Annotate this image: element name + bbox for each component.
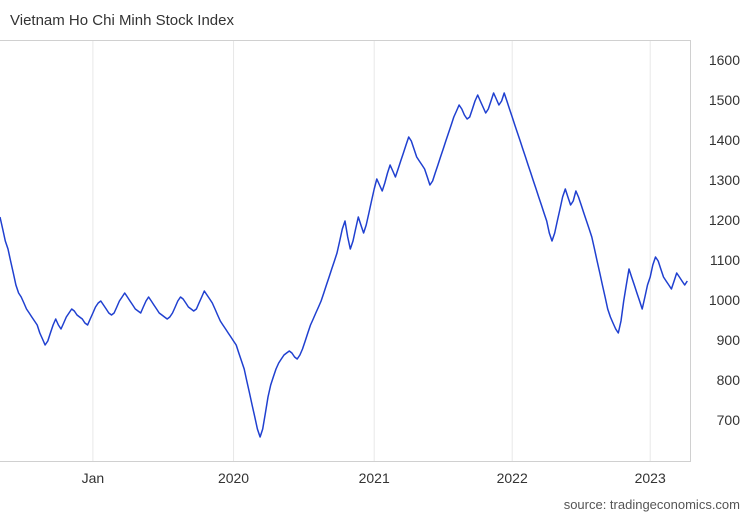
y-tick-label: 1600 [709, 52, 740, 68]
chart-title: Vietnam Ho Chi Minh Stock Index [10, 12, 234, 29]
y-tick-label: 1200 [709, 212, 740, 228]
y-tick-label: 1500 [709, 92, 740, 108]
plot-area [0, 40, 691, 462]
chart-svg [0, 41, 690, 461]
y-tick-label: 800 [717, 372, 740, 388]
x-tick-label: 2020 [218, 470, 249, 486]
y-tick-label: 1400 [709, 132, 740, 148]
x-tick-label: 2021 [359, 470, 390, 486]
source-label: source: tradingeconomics.com [564, 497, 740, 512]
y-tick-label: 1300 [709, 172, 740, 188]
x-tick-label: 2022 [497, 470, 528, 486]
x-tick-label: 2023 [635, 470, 666, 486]
series-line [0, 93, 687, 437]
y-tick-label: 1000 [709, 292, 740, 308]
y-tick-label: 700 [717, 412, 740, 428]
x-tick-label: Jan [82, 470, 105, 486]
y-tick-label: 900 [717, 332, 740, 348]
y-tick-label: 1100 [710, 252, 740, 268]
